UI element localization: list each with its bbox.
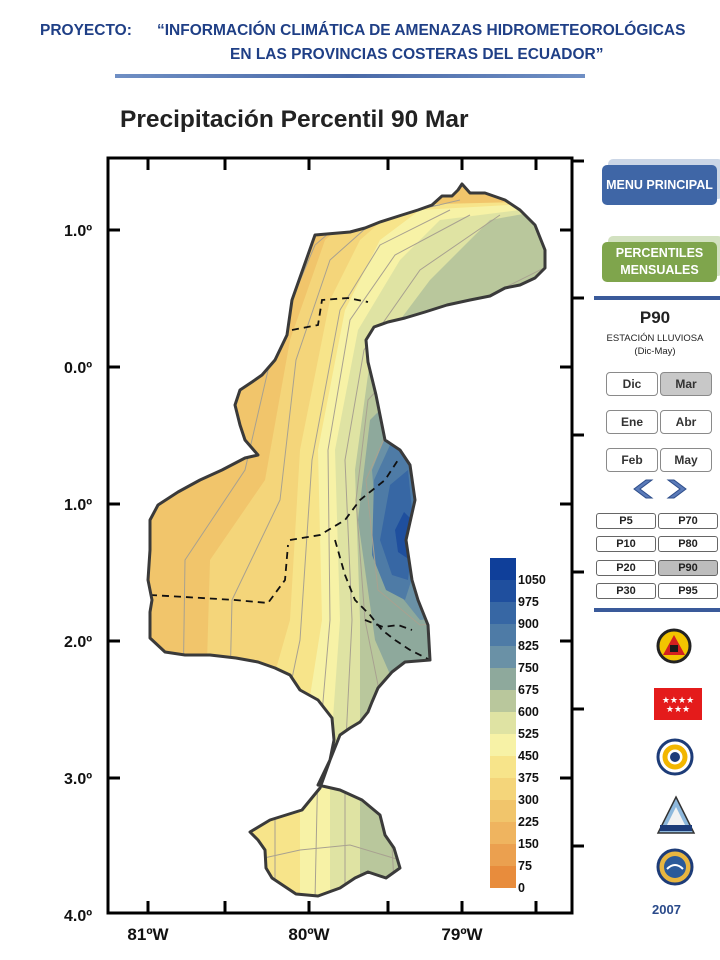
lon-label: 80ºW: [288, 925, 330, 944]
color-legend: 1050975900825750675600525450375300225150…: [490, 558, 546, 895]
page-header: PROYECTO: “INFORMACIÓN CLIMÁTICA DE AMEN…: [0, 0, 720, 90]
menu-principal-button[interactable]: MENU PRINCIPAL: [602, 165, 717, 205]
legend-swatch: [490, 844, 516, 866]
legend-value: 300: [518, 793, 539, 807]
percentile-button-p80[interactable]: P80: [658, 536, 718, 552]
legend-value: 600: [518, 705, 539, 719]
latitude-labels: 1.0º 0.0º 1.0º 2.0º 3.0º 4.0º: [64, 223, 92, 925]
project-title-line1: “INFORMACIÓN CLIMÁTICA DE AMENAZAS HIDRO…: [157, 22, 686, 39]
legend-value: 825: [518, 639, 539, 653]
next-arrow-icon[interactable]: [662, 478, 688, 500]
month-button-ene[interactable]: Ene: [606, 410, 658, 434]
sidebar: MENU PRINCIPAL PERCENTILES MENSUALES P90…: [590, 150, 720, 930]
legend-value: 150: [518, 837, 539, 851]
percentile-button-p10[interactable]: P10: [596, 536, 656, 552]
legend-value: 975: [518, 595, 539, 609]
svg-text:★★★: ★★★: [666, 705, 690, 715]
lat-label: 3.0º: [64, 771, 92, 788]
civil-defense-logo-icon: [656, 628, 692, 664]
legend-swatch: [490, 822, 516, 844]
season-label: ESTACIÓN LLUVIOSA: [606, 333, 704, 344]
percentile-button-p95[interactable]: P95: [658, 583, 718, 599]
season-range: (Dic-May): [634, 346, 676, 357]
legend-swatch: [490, 602, 516, 624]
lat-label: 1.0º: [64, 223, 92, 240]
month-button-abr[interactable]: Abr: [660, 410, 712, 434]
project-title-line2: EN LAS PROVINCIAS COSTERAS DEL ECUADOR”: [230, 46, 604, 63]
longitude-labels: 81ºW 80ºW 79ºW: [127, 925, 483, 944]
month-button-feb[interactable]: Feb: [606, 448, 658, 472]
percentile-button-p30[interactable]: P30: [596, 583, 656, 599]
legend-value: 525: [518, 727, 539, 741]
legend-swatch: [490, 778, 516, 800]
percentiles-mensuales-button[interactable]: PERCENTILES MENSUALES: [602, 242, 717, 282]
legend-value: 450: [518, 749, 539, 763]
legend-value: 0: [518, 881, 525, 895]
svg-text:★★★★: ★★★★: [662, 696, 694, 706]
lon-label: 81ºW: [127, 925, 169, 944]
legend-swatch: [490, 580, 516, 602]
legend-value: 75: [518, 859, 532, 873]
flag-logo-icon: ★★★★ ★★★: [654, 688, 702, 720]
lat-label: 1.0º: [64, 497, 92, 514]
legend-value: 1050: [518, 573, 546, 587]
province-borders: [149, 297, 431, 661]
legend-swatch: [490, 668, 516, 690]
percentile-button-p20[interactable]: P20: [596, 560, 656, 576]
header-divider: [115, 74, 585, 78]
legend-swatch: [490, 866, 516, 888]
percentile-button-p70[interactable]: P70: [658, 513, 718, 529]
percentile-title: P90: [639, 308, 671, 327]
lat-label: 0.0º: [64, 360, 92, 377]
legend-value: 375: [518, 771, 539, 785]
legend-value: 675: [518, 683, 539, 697]
legend-value: 900: [518, 617, 539, 631]
legend-swatch: [490, 646, 516, 668]
percentile-button-p90[interactable]: P90: [658, 560, 718, 576]
coastline: [146, 182, 547, 898]
navy-seal-logo-icon: [656, 848, 694, 886]
month-button-mar[interactable]: Mar: [660, 372, 712, 396]
legend-swatch: [490, 734, 516, 756]
month-button-dic[interactable]: Dic: [606, 372, 658, 396]
lat-label: 2.0º: [64, 634, 92, 651]
year-label: 2007: [652, 902, 681, 917]
lon-label: 79ºW: [441, 925, 483, 944]
legend-swatch: [490, 558, 516, 580]
institute-logo-icon: [656, 738, 694, 776]
legend-value: 750: [518, 661, 539, 675]
inamhi-logo-icon: [656, 795, 696, 834]
project-label: PROYECTO:: [40, 22, 132, 39]
legend-swatch: [490, 712, 516, 734]
legend-swatch: [490, 690, 516, 712]
percentile-button-p5[interactable]: P5: [596, 513, 656, 529]
legend-swatch: [490, 756, 516, 778]
lat-label: 4.0º: [64, 908, 92, 925]
sidebar-divider-bottom: [594, 608, 720, 612]
previous-arrow-icon[interactable]: [632, 478, 658, 500]
sidebar-divider: [594, 296, 720, 300]
map-title: Precipitación Percentil 90 Mar: [120, 106, 469, 133]
axis-ticks: [108, 158, 584, 913]
legend-swatch: [490, 800, 516, 822]
month-button-may[interactable]: May: [660, 448, 712, 472]
legend-swatch: [490, 624, 516, 646]
legend-value: 225: [518, 815, 539, 829]
